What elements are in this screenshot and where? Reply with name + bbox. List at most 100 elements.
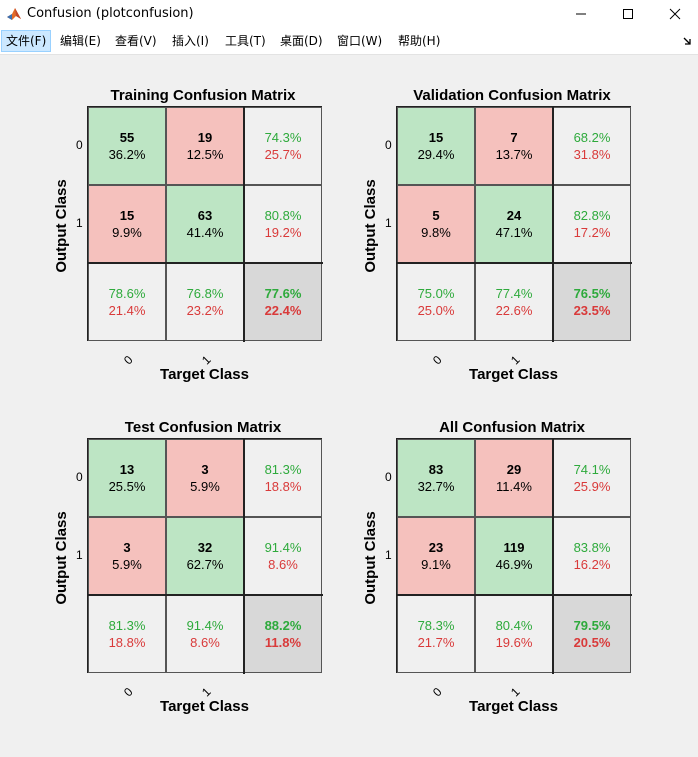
correct-cell: 24 47.1%: [475, 185, 553, 263]
cell-count: 24: [506, 208, 522, 223]
y-tick-label: 1: [385, 548, 392, 562]
y-tick-label: 1: [76, 548, 83, 562]
overall-error-value: 22.4%: [264, 303, 302, 318]
overall-error-value: 23.5%: [573, 303, 611, 318]
error-cell: 3 5.9%: [166, 439, 244, 517]
precision-value: 91.4%: [264, 540, 302, 555]
overall-accuracy-cell: 76.5% 23.5%: [553, 263, 631, 341]
correct-cell: 13 25.5%: [88, 439, 166, 517]
error-rate-value: 31.8%: [573, 147, 611, 162]
row-summary-cell: 83.8% 16.2%: [553, 517, 631, 595]
y-tick-label: 0: [76, 138, 83, 152]
correct-cell: 32 62.7%: [166, 517, 244, 595]
cell-percent: 9.1%: [421, 557, 451, 572]
error-rate-value: 16.2%: [573, 557, 611, 572]
row-summary-cell: 74.1% 25.9%: [553, 439, 631, 517]
cell-count: 13: [119, 462, 135, 477]
correct-cell: 119 46.9%: [475, 517, 553, 595]
miss-rate-value: 21.4%: [108, 303, 146, 318]
menu-tools[interactable]: 工具(T): [225, 34, 266, 48]
cell-percent: 5.9%: [112, 557, 142, 572]
overall-accuracy-cell: 79.5% 20.5%: [553, 595, 631, 673]
y-tick-label: 0: [385, 470, 392, 484]
row-summary-cell: 91.4% 8.6%: [244, 517, 322, 595]
cell-percent: 36.2%: [108, 147, 146, 162]
recall-value: 81.3%: [108, 618, 146, 633]
precision-value: 83.8%: [573, 540, 611, 555]
overall-accuracy-value: 88.2%: [264, 618, 302, 633]
menu-window[interactable]: 窗口(W): [337, 34, 383, 48]
summary-divider: [397, 262, 632, 264]
error-rate-value: 25.7%: [264, 147, 302, 162]
error-cell: 7 13.7%: [475, 107, 553, 185]
miss-rate-value: 19.6%: [495, 635, 533, 650]
cell-count: 23: [428, 540, 444, 555]
close-button[interactable]: [652, 0, 698, 28]
confusion-panel: All Confusion Matrix 83 32.7% 29 11.4% 74.1% 2…: [309, 419, 649, 749]
error-cell: 23 9.1%: [397, 517, 475, 595]
menu-bar: 文件(F) 编辑(E) 查看(V) 插入(I) 工具(T) 桌面(D) 窗口(W…: [0, 28, 698, 55]
cell-percent: 11.4%: [496, 479, 532, 494]
summary-divider: [243, 439, 245, 674]
cell-count: 83: [428, 462, 444, 477]
correct-cell: 55 36.2%: [88, 107, 166, 185]
cell-percent: 25.5%: [108, 479, 146, 494]
dock-arrow-icon[interactable]: [682, 36, 692, 46]
menu-view[interactable]: 查看(V): [115, 34, 157, 48]
miss-rate-value: 21.7%: [417, 635, 455, 650]
cell-percent: 12.5%: [186, 147, 224, 162]
minimize-button[interactable]: [558, 0, 604, 28]
cell-percent: 29.4%: [417, 147, 455, 162]
confusion-panel: Test Confusion Matrix 13 25.5% 3 5.9% 81.3% 18…: [0, 419, 340, 749]
miss-rate-value: 23.2%: [186, 303, 224, 318]
menu-help[interactable]: 帮助(H): [398, 34, 441, 48]
column-summary-cell: 78.3% 21.7%: [397, 595, 475, 673]
precision-value: 80.8%: [264, 208, 302, 223]
miss-rate-value: 22.6%: [495, 303, 533, 318]
error-rate-value: 19.2%: [264, 225, 302, 240]
error-cell: 19 12.5%: [166, 107, 244, 185]
column-summary-cell: 76.8% 23.2%: [166, 263, 244, 341]
maximize-button[interactable]: [605, 0, 651, 28]
cell-percent: 62.7%: [186, 557, 224, 572]
cell-percent: 41.4%: [186, 225, 224, 240]
summary-divider: [552, 107, 554, 342]
cell-percent: 5.9%: [190, 479, 220, 494]
menu-edit[interactable]: 编辑(E): [60, 34, 101, 48]
error-rate-value: 17.2%: [573, 225, 611, 240]
confusion-panel: Validation Confusion Matrix 1 5 29.4% 7 13.7%…: [309, 87, 649, 417]
maximize-icon: [623, 9, 633, 19]
column-summary-cell: 78.6% 21.4%: [88, 263, 166, 341]
error-cell: 29 11.4%: [475, 439, 553, 517]
x-axis-label: Target Class: [469, 366, 558, 383]
cell-count: 5: [432, 208, 440, 223]
precision-value: 81.3%: [264, 462, 302, 477]
y-tick-label: 0: [385, 138, 392, 152]
overall-accuracy-cell: 77.6% 22.4%: [244, 263, 322, 341]
y-tick-label: 0: [76, 470, 83, 484]
column-summary-cell: 80.4% 19.6%: [475, 595, 553, 673]
confusion-matrix: 55 36.2% 19 12.5% 74.3% 25.7% 15 9.9% 63 41.4% 80.…: [87, 106, 323, 342]
cell-count: 63: [197, 208, 213, 223]
y-axis-label: Output Class: [362, 179, 379, 273]
confusion-matrix: 83 32.7% 29 11.4% 74.1% 25.9% 23 9.1% 119 46.9% 83…: [396, 438, 632, 674]
summary-divider: [88, 594, 323, 596]
cell-percent: 32.7%: [417, 479, 455, 494]
menu-insert[interactable]: 插入(I): [172, 34, 209, 48]
cell-percent: 9.9%: [112, 225, 142, 240]
column-summary-cell: 75.0% 25.0%: [397, 263, 475, 341]
miss-rate-value: 8.6%: [190, 635, 220, 650]
panel-title: Validation Confusion Matrix: [413, 87, 611, 104]
row-summary-cell: 80.8% 19.2%: [244, 185, 322, 263]
cell-count: 55: [119, 130, 135, 145]
y-tick-label: 1: [385, 216, 392, 230]
cell-percent: 46.9%: [495, 557, 533, 572]
row-summary-cell: 81.3% 18.8%: [244, 439, 322, 517]
cell-percent: 13.7%: [495, 147, 533, 162]
correct-cell: 63 41.4%: [166, 185, 244, 263]
y-axis-label: Output Class: [362, 511, 379, 605]
matlab-logo-icon: [7, 8, 21, 20]
column-summary-cell: 81.3% 18.8%: [88, 595, 166, 673]
menu-file[interactable]: 文件(F): [1, 30, 52, 52]
menu-desktop[interactable]: 桌面(D): [280, 34, 323, 48]
